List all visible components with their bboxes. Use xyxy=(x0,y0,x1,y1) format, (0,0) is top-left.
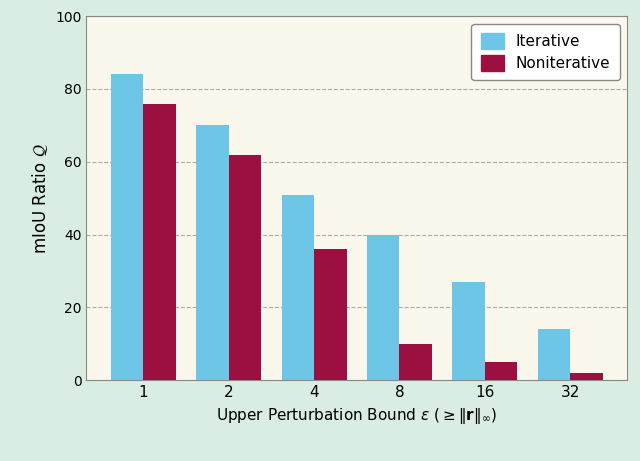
Bar xyxy=(485,362,517,380)
Bar xyxy=(143,104,176,380)
Bar xyxy=(314,249,346,380)
Bar xyxy=(538,329,570,380)
Bar xyxy=(282,195,314,380)
Bar xyxy=(196,125,228,380)
Bar xyxy=(452,282,485,380)
Bar xyxy=(228,154,261,380)
Bar xyxy=(570,373,603,380)
Bar xyxy=(367,235,399,380)
Bar xyxy=(111,74,143,380)
X-axis label: Upper Perturbation Bound $\epsilon$ ($\geq$$\|$$\mathbf{r}$$\|$$_\infty$): Upper Perturbation Bound $\epsilon$ ($\g… xyxy=(216,406,497,426)
Y-axis label: mIoU Ratio $\mathcal{Q}$: mIoU Ratio $\mathcal{Q}$ xyxy=(29,143,50,254)
Bar xyxy=(399,344,432,380)
Legend: Iterative, Noniterative: Iterative, Noniterative xyxy=(472,24,620,80)
